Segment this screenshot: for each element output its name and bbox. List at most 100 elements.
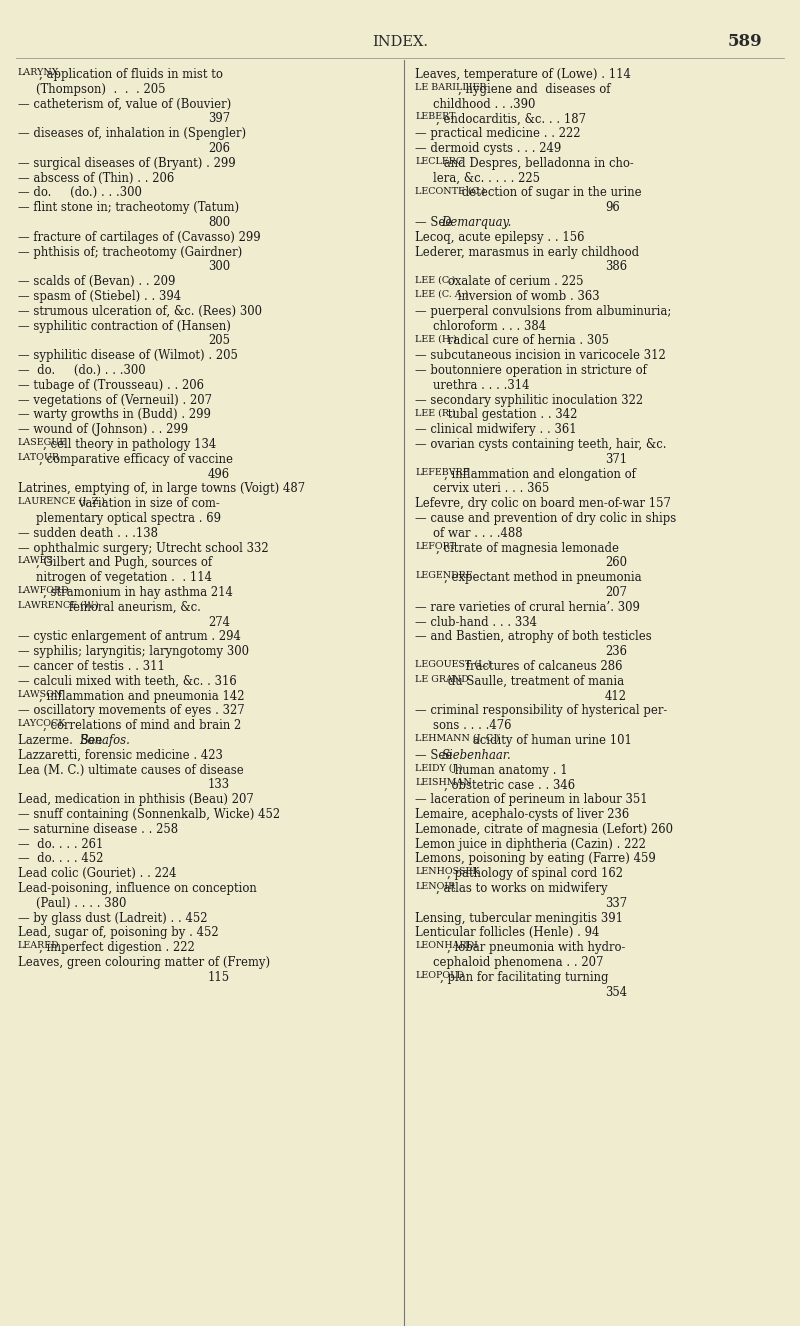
Text: LASEGUE: LASEGUE <box>18 438 67 447</box>
Text: 386: 386 <box>605 260 627 273</box>
Text: Demarquay.: Demarquay. <box>442 216 511 229</box>
Text: LEE (C. A.): LEE (C. A.) <box>415 290 468 298</box>
Text: 260: 260 <box>605 557 627 569</box>
Text: 800: 800 <box>208 216 230 229</box>
Text: Lead, medication in phthisis (Beau) 207: Lead, medication in phthisis (Beau) 207 <box>18 793 254 806</box>
Text: (Paul) . . . . 380: (Paul) . . . . 380 <box>36 896 126 910</box>
Text: 354: 354 <box>605 985 627 998</box>
Text: fractures of calcaneus 286: fractures of calcaneus 286 <box>462 660 622 674</box>
Text: oxalate of cerium . 225: oxalate of cerium . 225 <box>444 276 583 288</box>
Text: Lead colic (Gouriet) . . 224: Lead colic (Gouriet) . . 224 <box>18 867 177 880</box>
Text: Leaves, green colouring matter of (Fremy): Leaves, green colouring matter of (Fremy… <box>18 956 270 969</box>
Text: INDEX.: INDEX. <box>372 34 428 49</box>
Text: — spasm of (Stiebel) . . 394: — spasm of (Stiebel) . . 394 <box>18 290 181 304</box>
Text: LATOUR: LATOUR <box>18 452 60 461</box>
Text: , correlations of mind and brain 2: , correlations of mind and brain 2 <box>43 719 242 732</box>
Text: —  do. . . . 452: — do. . . . 452 <box>18 853 103 866</box>
Text: femoral aneurism, &c.: femoral aneurism, &c. <box>65 601 201 614</box>
Text: LAWSON: LAWSON <box>18 690 63 699</box>
Text: — oscillatory movements of eyes . 327: — oscillatory movements of eyes . 327 <box>18 704 245 717</box>
Text: chloroform . . . 384: chloroform . . . 384 <box>433 320 546 333</box>
Text: — wound of (Johnson) . . 299: — wound of (Johnson) . . 299 <box>18 423 188 436</box>
Text: LEONHARDI: LEONHARDI <box>415 941 478 951</box>
Text: plementary optical spectra . 69: plementary optical spectra . 69 <box>36 512 221 525</box>
Text: — subcutaneous incision in varicocele 312: — subcutaneous incision in varicocele 31… <box>415 349 666 362</box>
Text: (Thompson)  .  .  . 205: (Thompson) . . . 205 <box>36 82 166 95</box>
Text: Lemaire, acephalo-cysts of liver 236: Lemaire, acephalo-cysts of liver 236 <box>415 808 630 821</box>
Text: LECLERC: LECLERC <box>415 156 463 166</box>
Text: LEARED: LEARED <box>18 941 60 951</box>
Text: , pathology of spinal cord 162: , pathology of spinal cord 162 <box>447 867 623 880</box>
Text: — puerperal convulsions from albuminuria;: — puerperal convulsions from albuminuria… <box>415 305 671 318</box>
Text: cervix uteri . . . 365: cervix uteri . . . 365 <box>433 483 550 496</box>
Text: detection of sugar in the urine: detection of sugar in the urine <box>458 187 642 199</box>
Text: , stramonium in hay asthma 214: , stramonium in hay asthma 214 <box>43 586 233 599</box>
Text: 236: 236 <box>605 646 627 658</box>
Text: — fracture of cartilages of (Cavasso) 299: — fracture of cartilages of (Cavasso) 29… <box>18 231 261 244</box>
Text: — secondary syphilitic inoculation 322: — secondary syphilitic inoculation 322 <box>415 394 643 407</box>
Text: Lederer, marasmus in early childhood: Lederer, marasmus in early childhood <box>415 245 639 259</box>
Text: Lemon juice in diphtheria (Cazin) . 222: Lemon juice in diphtheria (Cazin) . 222 <box>415 838 646 850</box>
Text: LAURENCE (J. Z.): LAURENCE (J. Z.) <box>18 497 105 507</box>
Text: Lead-poisoning, influence on conception: Lead-poisoning, influence on conception <box>18 882 257 895</box>
Text: Lemonade, citrate of magnesia (Lefort) 260: Lemonade, citrate of magnesia (Lefort) 2… <box>415 823 673 835</box>
Text: 371: 371 <box>605 452 627 465</box>
Text: LEE (C.): LEE (C.) <box>415 276 455 284</box>
Text: LE BARILLIER: LE BARILLIER <box>415 82 486 91</box>
Text: — abscess of (Thin) . . 206: — abscess of (Thin) . . 206 <box>18 171 174 184</box>
Text: Lazzaretti, forensic medicine . 423: Lazzaretti, forensic medicine . 423 <box>18 749 223 762</box>
Text: , imperfect digestion . 222: , imperfect digestion . 222 <box>39 941 195 955</box>
Text: 207: 207 <box>605 586 627 599</box>
Text: , cell theory in pathology 134: , cell theory in pathology 134 <box>43 438 216 451</box>
Text: — warty growths in (Budd) . 299: — warty growths in (Budd) . 299 <box>18 408 211 422</box>
Text: Lead, sugar of, poisoning by . 452: Lead, sugar of, poisoning by . 452 <box>18 927 218 939</box>
Text: — rare varieties of crural hernia’. 309: — rare varieties of crural hernia’. 309 <box>415 601 640 614</box>
Text: — ovarian cysts containing teeth, hair, &c.: — ovarian cysts containing teeth, hair, … <box>415 438 666 451</box>
Text: — flint stone in; tracheotomy (Tatum): — flint stone in; tracheotomy (Tatum) <box>18 202 239 215</box>
Text: 133: 133 <box>208 778 230 792</box>
Text: — practical medicine . . 222: — practical medicine . . 222 <box>415 127 581 141</box>
Text: , citrate of magnesia lemonade: , citrate of magnesia lemonade <box>437 541 619 554</box>
Text: LAWFORD: LAWFORD <box>18 586 70 595</box>
Text: LEIDY (J.): LEIDY (J.) <box>415 764 462 773</box>
Text: Lecoq, acute epilepsy . . 156: Lecoq, acute epilepsy . . 156 <box>415 231 585 244</box>
Text: LAYCOCK: LAYCOCK <box>18 719 66 728</box>
Text: — phthisis of; tracheotomy (Gairdner): — phthisis of; tracheotomy (Gairdner) <box>18 245 242 259</box>
Text: and Despres, belladonna in cho-: and Despres, belladonna in cho- <box>440 156 634 170</box>
Text: 412: 412 <box>605 690 627 703</box>
Text: — strumous ulceration of, &c. (Rees) 300: — strumous ulceration of, &c. (Rees) 300 <box>18 305 262 318</box>
Text: Lemons, poisoning by eating (Farre) 459: Lemons, poisoning by eating (Farre) 459 <box>415 853 656 866</box>
Text: — vegetations of (Verneuil) . 207: — vegetations of (Verneuil) . 207 <box>18 394 212 407</box>
Text: — do.     (do.) . . .300: — do. (do.) . . .300 <box>18 187 142 199</box>
Text: , obstetric case . . 346: , obstetric case . . 346 <box>444 778 574 792</box>
Text: Lensing, tubercular meningitis 391: Lensing, tubercular meningitis 391 <box>415 911 623 924</box>
Text: — criminal responsibility of hysterical per-: — criminal responsibility of hysterical … <box>415 704 667 717</box>
Text: — catheterism of, value of (Bouvier): — catheterism of, value of (Bouvier) <box>18 98 231 110</box>
Text: — laceration of perineum in labour 351: — laceration of perineum in labour 351 <box>415 793 648 806</box>
Text: Latrines, emptying of, in large towns (Voigt) 487: Latrines, emptying of, in large towns (V… <box>18 483 305 496</box>
Text: LECONTE (C.): LECONTE (C.) <box>415 187 486 195</box>
Text: 206: 206 <box>208 142 230 155</box>
Text: —  do.     (do.) . . .300: — do. (do.) . . .300 <box>18 365 146 377</box>
Text: LAWES: LAWES <box>18 557 54 565</box>
Text: LE GRAND: LE GRAND <box>415 675 469 684</box>
Text: LEGENDRE: LEGENDRE <box>415 572 473 581</box>
Text: , plan for facilitating turning: , plan for facilitating turning <box>440 971 609 984</box>
Text: — ophthalmic surgery; Utrecht school 332: — ophthalmic surgery; Utrecht school 332 <box>18 541 269 554</box>
Text: LEE (R.): LEE (R.) <box>415 408 456 418</box>
Text: , atlas to works on midwifery: , atlas to works on midwifery <box>437 882 608 895</box>
Text: — dermoid cysts . . . 249: — dermoid cysts . . . 249 <box>415 142 562 155</box>
Text: LEBERT: LEBERT <box>415 113 455 122</box>
Text: 274: 274 <box>208 615 230 629</box>
Text: — syphilitic disease of (Wilmot) . 205: — syphilitic disease of (Wilmot) . 205 <box>18 349 238 362</box>
Text: Lea (M. C.) ultimate causes of disease: Lea (M. C.) ultimate causes of disease <box>18 764 244 777</box>
Text: of war . . . .488: of war . . . .488 <box>433 526 522 540</box>
Text: LENOIR: LENOIR <box>415 882 455 891</box>
Text: — syphilitic contraction of (Hansen): — syphilitic contraction of (Hansen) <box>18 320 231 333</box>
Text: — diseases of, inhalation in (Spengler): — diseases of, inhalation in (Spengler) <box>18 127 246 141</box>
Text: LARYNX: LARYNX <box>18 68 59 77</box>
Text: 337: 337 <box>605 896 627 910</box>
Text: LEOPOLD: LEOPOLD <box>415 971 464 980</box>
Text: , hygiene and  diseases of: , hygiene and diseases of <box>458 82 610 95</box>
Text: LEFEBVRE: LEFEBVRE <box>415 468 470 476</box>
